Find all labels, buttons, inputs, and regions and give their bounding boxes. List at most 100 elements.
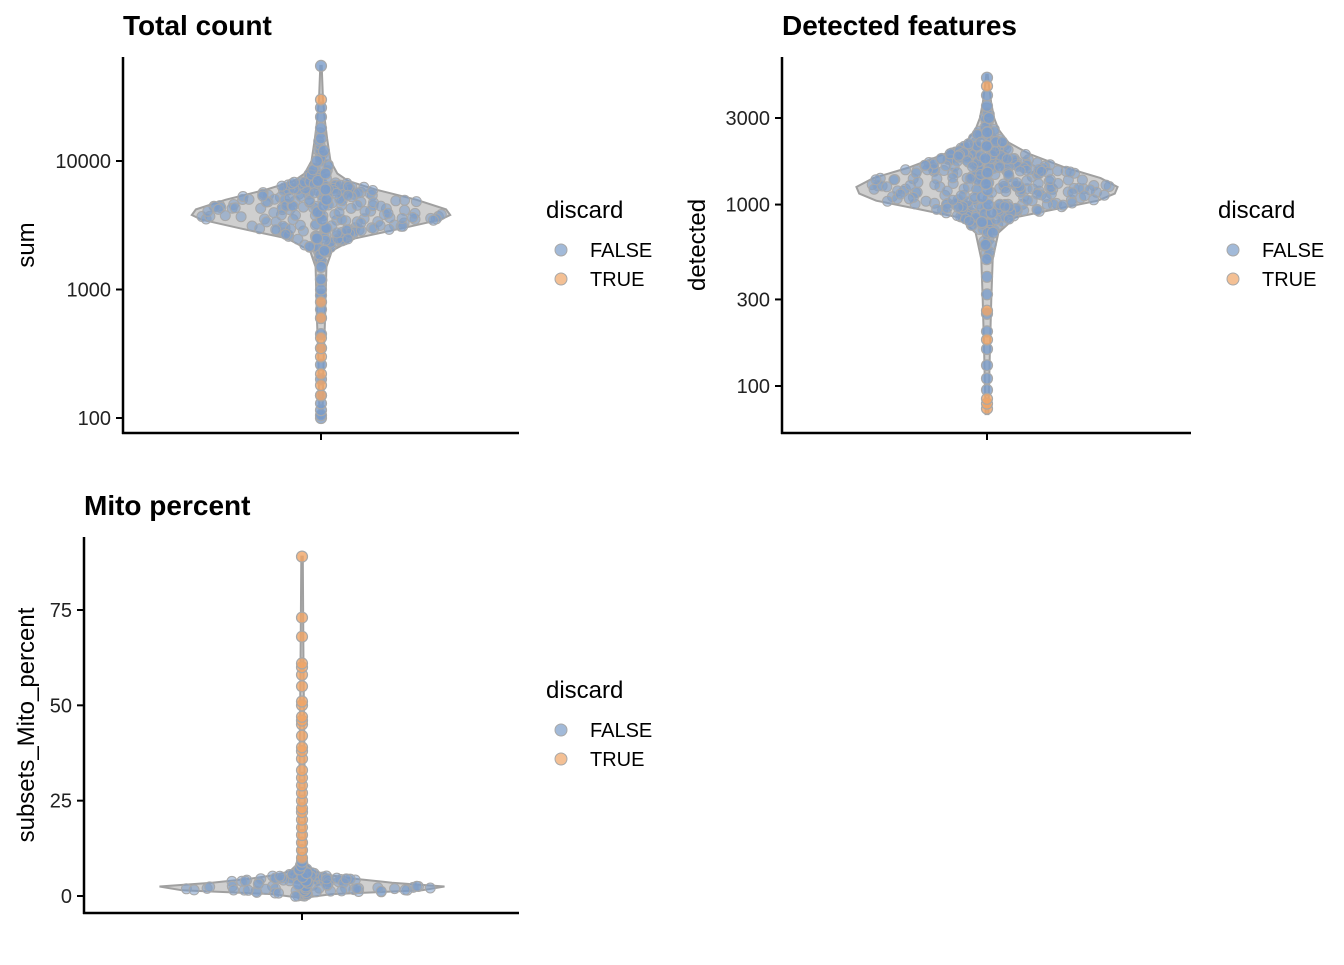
swarm-point	[310, 886, 322, 898]
data-point-false	[314, 59, 328, 73]
swarm-point	[996, 136, 1008, 148]
data-point-false	[981, 126, 994, 139]
swarm-point	[257, 190, 269, 202]
y-tick-label: 1000	[726, 195, 771, 217]
swarm-point	[351, 199, 363, 211]
swarm-point	[1000, 186, 1012, 197]
data-point-true	[295, 729, 309, 742]
legend-label-false: FALSE	[590, 240, 652, 262]
swarm-point	[920, 195, 932, 207]
chart-title: Mito percent	[84, 490, 250, 521]
swarm-point	[229, 202, 241, 214]
swarm-point	[308, 187, 320, 199]
swarm-point	[1003, 213, 1015, 225]
swarm-point	[1021, 194, 1033, 206]
swarm-point	[900, 164, 911, 176]
swarm-point	[1078, 190, 1090, 202]
swarm-point	[219, 210, 231, 222]
swarm-point	[382, 207, 394, 219]
data-point-false	[314, 273, 327, 286]
swarm-point	[963, 138, 974, 150]
swarm-point	[321, 873, 333, 885]
swarm-point	[304, 241, 315, 252]
swarm-point	[331, 227, 343, 239]
data-point-true	[295, 680, 309, 693]
swarm-point	[941, 185, 953, 197]
swarm-point	[235, 211, 247, 223]
swarm-point	[407, 212, 419, 223]
data-point-true	[314, 389, 328, 402]
swarm-point	[304, 195, 315, 207]
legend-title: discard	[546, 677, 623, 704]
swarm-point	[1057, 199, 1069, 211]
y-tick-label: 50	[50, 695, 72, 717]
data-point-false	[980, 99, 994, 113]
swarm-point	[411, 880, 423, 892]
data-point-true	[295, 764, 309, 777]
data-point-true	[980, 392, 994, 405]
y-axis-label: sum	[13, 222, 40, 267]
swarm-point	[963, 215, 975, 227]
panel-total-count: Total count sum discard FALSE TRUE 100 100…	[13, 10, 652, 440]
data-point-true	[295, 550, 309, 563]
legend-swatch-true	[554, 272, 568, 286]
data-point-true	[314, 342, 328, 355]
data-point-false	[310, 232, 324, 245]
swarm-point	[964, 172, 976, 184]
swarm-point	[903, 193, 915, 205]
chart-title: Total count	[123, 10, 272, 41]
swarm-point	[935, 153, 947, 165]
data-point-true	[314, 331, 328, 344]
data-point-false	[980, 140, 993, 153]
panel-detected-features: Detected features detected discard FALSE …	[684, 10, 1324, 440]
swarm-point	[202, 205, 214, 217]
swarm-point	[1014, 165, 1026, 177]
swarm-point	[340, 873, 352, 885]
y-tick-label: 75	[50, 600, 72, 622]
legend-label-true: TRUE	[1262, 269, 1316, 291]
swarm-point	[342, 189, 354, 201]
swarm-point	[294, 219, 306, 231]
data-point-false	[981, 166, 994, 179]
y-tick-label: 100	[78, 408, 111, 430]
swarm-point	[947, 172, 959, 184]
swarm-point	[342, 233, 354, 245]
data-point-false	[986, 226, 1000, 239]
swarm-point	[888, 174, 900, 186]
legend: discard FALSE TRUE	[546, 197, 652, 291]
data-point-false	[319, 167, 332, 180]
data-point-true	[295, 611, 309, 624]
y-tick-label: 300	[737, 289, 770, 311]
data-point-true	[980, 79, 994, 93]
swarm-point	[289, 890, 301, 902]
swarm-point	[355, 217, 367, 229]
swarm-point	[1100, 179, 1112, 191]
data-point-false	[311, 174, 325, 187]
y-tick-label: 1000	[67, 280, 112, 302]
swarm-point	[260, 883, 272, 895]
swarm-point	[375, 885, 387, 897]
data-point-true	[980, 333, 994, 346]
swarm-point	[894, 188, 906, 200]
data-point-false	[314, 283, 328, 296]
swarm-point	[1001, 153, 1013, 165]
y-axis-label: subsets_Mito_percent	[13, 607, 40, 842]
swarm-point	[367, 185, 379, 196]
swarm-point	[999, 201, 1011, 213]
swarm-point	[383, 223, 395, 235]
data-point-true	[295, 657, 309, 670]
swarm-point	[1031, 188, 1043, 200]
data-point-true	[295, 630, 309, 643]
swarm-point	[390, 195, 402, 207]
legend-swatch-true	[1226, 272, 1240, 286]
y-tick-label: 100	[737, 376, 770, 398]
swarm-point	[1036, 165, 1048, 177]
swarm-point	[1040, 192, 1052, 204]
data-point-false	[980, 288, 994, 301]
swarm-point	[947, 194, 959, 206]
swarm-point	[1066, 197, 1078, 209]
swarm-point	[1020, 149, 1031, 160]
swarm-point	[994, 161, 1006, 173]
swarm-point	[931, 203, 943, 215]
data-point-false	[979, 177, 993, 190]
